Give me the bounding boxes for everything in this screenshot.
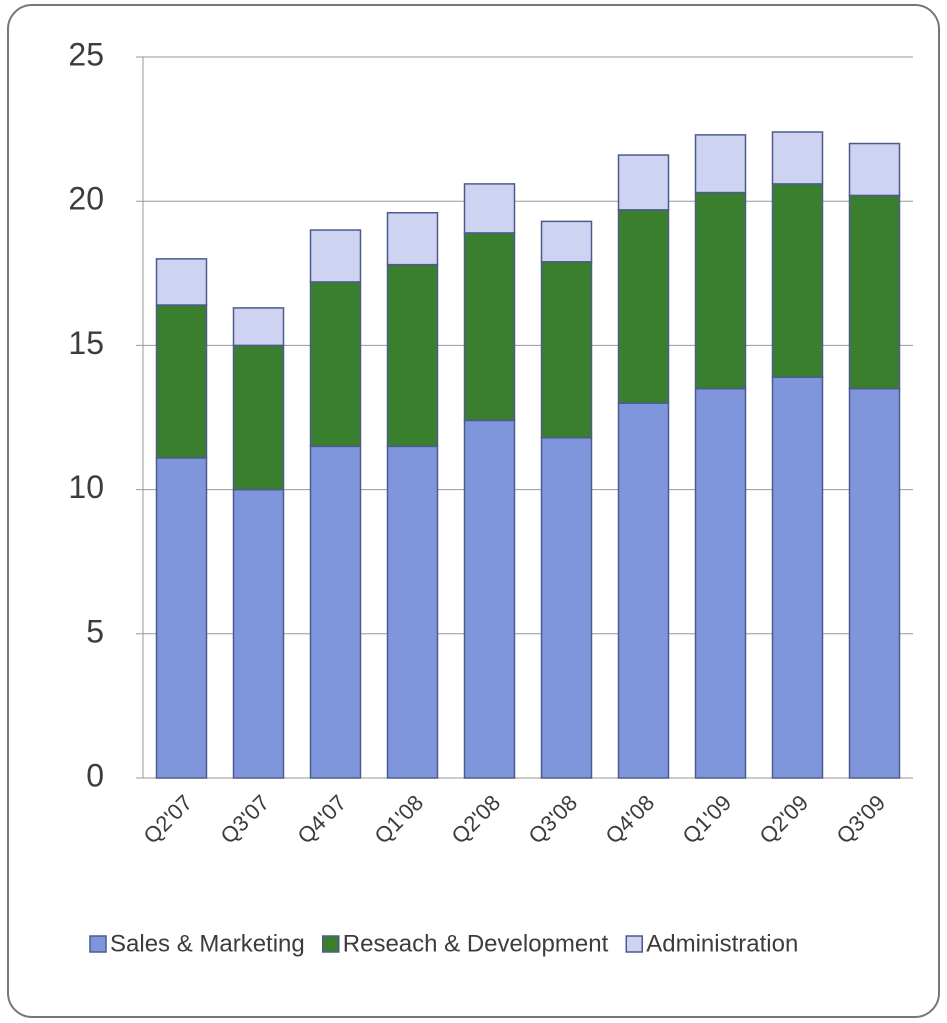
bar-segment [617, 154, 670, 211]
bar-segment [848, 142, 901, 197]
legend-label: Sales & Marketing [110, 930, 305, 957]
bar-segment [463, 419, 516, 779]
y-tick-label: 5 [86, 613, 104, 649]
bar-segment [848, 194, 901, 390]
bar-segment [540, 436, 593, 779]
bar-segment [232, 307, 285, 347]
y-tick-label: 25 [68, 36, 104, 72]
bar-segment [309, 281, 362, 448]
bar-segment [386, 445, 439, 779]
legend-swatch [625, 935, 643, 953]
bar-segment [309, 445, 362, 779]
bar-segment [232, 488, 285, 779]
bar-segment [386, 263, 439, 448]
bar-segment [617, 402, 670, 779]
bar-segment [617, 209, 670, 404]
y-tick-label: 10 [68, 469, 104, 505]
bar-segment [694, 387, 747, 779]
bar-segment [694, 134, 747, 194]
bar-segment [771, 131, 824, 185]
bar-segment [155, 304, 208, 459]
bar-segment [463, 232, 516, 422]
bar-segment [155, 457, 208, 779]
bar-segment [771, 183, 824, 378]
bar-segment [694, 191, 747, 390]
legend-label: Administration [646, 930, 798, 957]
bar-segment [540, 220, 593, 263]
legend-label: Reseach & Development [343, 930, 609, 957]
y-tick-label: 20 [68, 181, 104, 217]
bar-segment [463, 183, 516, 234]
bar-segment [309, 229, 362, 283]
bar-segment [386, 211, 439, 266]
bar-segment [155, 258, 208, 306]
bar-segment [771, 376, 824, 779]
bar-segment [848, 387, 901, 779]
legend-swatch [322, 935, 340, 953]
bar-segment [232, 344, 285, 491]
bar-segment [540, 261, 593, 439]
legend-swatch [89, 935, 107, 953]
y-tick-label: 0 [86, 757, 104, 793]
y-tick-label: 15 [68, 325, 104, 361]
